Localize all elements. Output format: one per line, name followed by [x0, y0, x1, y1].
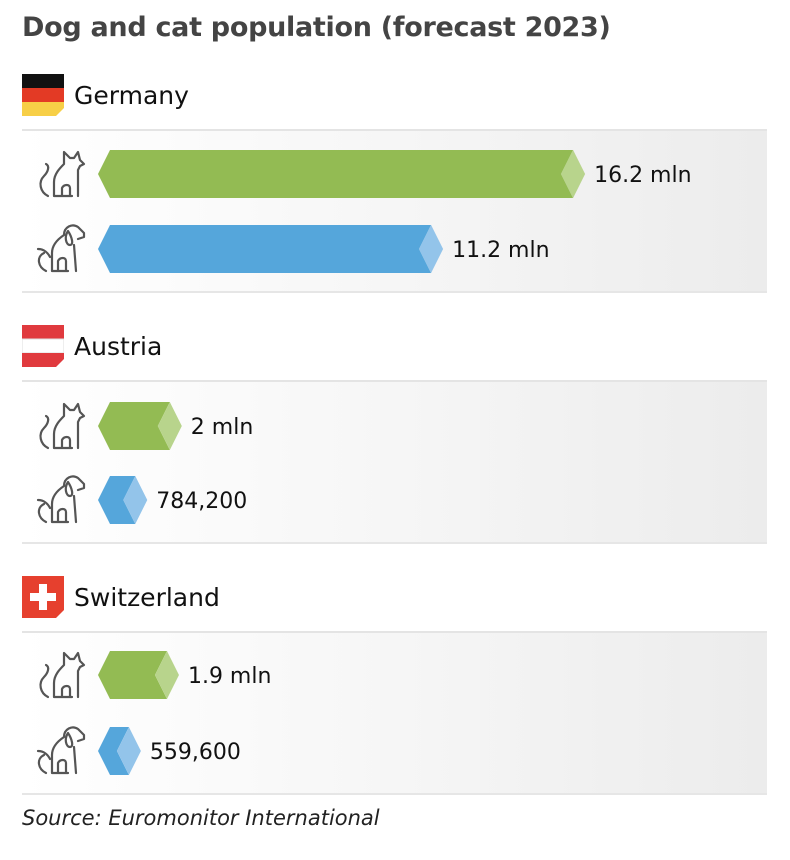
country-name: Switzerland	[74, 582, 220, 612]
cat-icon	[39, 402, 86, 450]
country-header-austria: Austria	[22, 325, 162, 367]
switzerland-cat-bar	[98, 651, 179, 699]
country-name: Austria	[74, 331, 163, 361]
value-label: 16.2 mln	[594, 163, 691, 188]
country-header-germany: Germany	[22, 74, 189, 116]
value-label: 2 mln	[191, 415, 253, 440]
switzerland-panel	[22, 631, 767, 795]
value-label: 11.2 mln	[452, 238, 549, 263]
country-header-switzerland: Switzerland	[22, 576, 220, 618]
germany-cat-bar	[98, 150, 586, 198]
dog-icon	[36, 224, 86, 273]
dog-icon	[36, 475, 86, 524]
dog-icon	[36, 726, 86, 775]
switzerland-flag-icon	[22, 576, 64, 618]
switzerland-dog-bar	[98, 727, 141, 775]
value-label: 1.9 mln	[188, 664, 271, 689]
germany-flag-icon	[22, 74, 64, 116]
cat-icon	[39, 651, 86, 699]
germany-dog-bar	[98, 225, 444, 273]
value-label: 784,200	[156, 489, 247, 514]
chart-title: Dog and cat population (forecast 2023)	[22, 12, 611, 43]
source-note: Source: Euromonitor International	[22, 806, 380, 830]
cat-icon	[39, 150, 86, 198]
value-label: 559,600	[150, 740, 241, 765]
austria-flag-icon	[22, 325, 64, 367]
austria-dog-bar	[98, 476, 148, 524]
country-name: Germany	[74, 80, 189, 110]
austria-cat-bar	[98, 402, 182, 450]
